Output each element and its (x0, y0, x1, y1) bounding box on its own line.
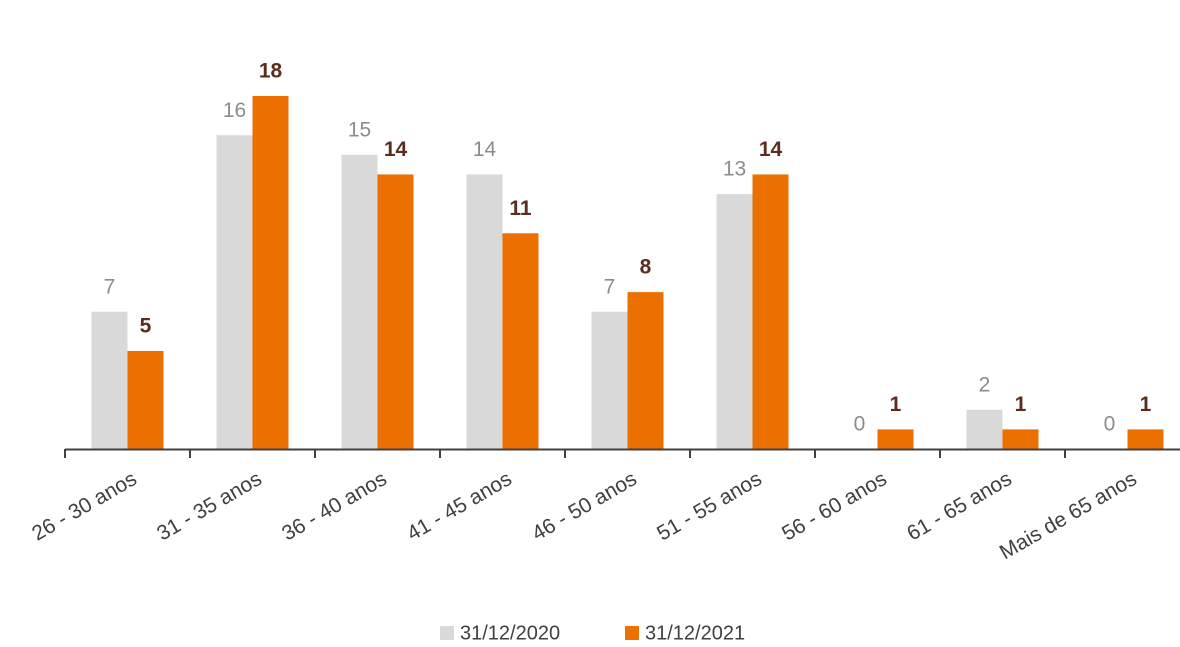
x-tick-label: Mais de 65 anos (996, 467, 1141, 564)
data-label: 14 (473, 138, 497, 161)
bar (627, 292, 664, 449)
bar (216, 135, 253, 449)
x-tick-label: 61 - 65 anos (903, 467, 1016, 545)
bar (127, 350, 164, 449)
bar (716, 194, 753, 449)
bar (252, 96, 289, 449)
bar (341, 154, 378, 450)
x-tick-label: 46 - 50 anos (528, 467, 641, 545)
data-label: 1 (1015, 393, 1027, 416)
data-label: 2 (979, 373, 991, 396)
bar (466, 174, 503, 449)
data-label: 0 (1104, 413, 1116, 436)
x-tick-label: 41 - 45 anos (403, 467, 516, 545)
bar (966, 409, 1003, 449)
data-label: 7 (604, 275, 616, 298)
x-tick-label: 31 - 35 anos (153, 467, 266, 545)
legend-label: 31/12/2020 (460, 622, 560, 644)
data-label: 8 (640, 256, 652, 279)
data-label: 14 (759, 138, 783, 161)
data-label: 15 (348, 118, 371, 141)
data-label: 0 (854, 413, 866, 436)
bar (877, 429, 914, 449)
data-label: 14 (384, 138, 408, 161)
data-label: 13 (723, 158, 746, 181)
bar (377, 174, 414, 449)
x-tick-label: 36 - 40 anos (278, 467, 391, 545)
x-tick-label: 26 - 30 anos (28, 467, 141, 545)
data-label: 7 (104, 275, 116, 298)
data-label: 5 (140, 314, 152, 337)
bar (752, 174, 789, 449)
legend-label: 31/12/2021 (645, 622, 745, 644)
x-tick-label: 51 - 55 anos (653, 467, 766, 545)
data-label: 1 (890, 393, 902, 416)
legend-swatch (440, 626, 454, 640)
bar (1127, 429, 1164, 449)
bar (591, 311, 628, 449)
bar (1002, 429, 1039, 449)
data-label: 1 (1140, 393, 1152, 416)
bar (502, 233, 539, 449)
data-label: 11 (509, 197, 532, 220)
data-label: 16 (223, 99, 246, 122)
x-tick-label: 56 - 60 anos (778, 467, 891, 545)
legend-swatch (625, 626, 639, 640)
data-label: 18 (259, 60, 283, 83)
bar (91, 311, 128, 449)
